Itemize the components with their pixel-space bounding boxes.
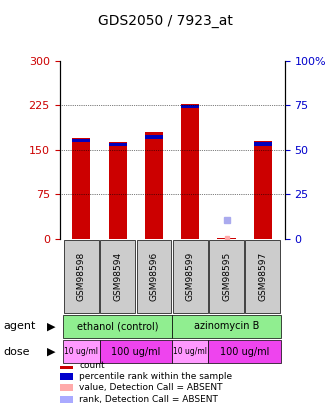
- Bar: [109, 143, 127, 146]
- FancyBboxPatch shape: [100, 240, 135, 313]
- Text: 100 ug/ml: 100 ug/ml: [220, 347, 269, 356]
- Bar: [145, 132, 163, 239]
- Text: GSM98599: GSM98599: [186, 252, 195, 301]
- Text: agent: agent: [3, 322, 36, 331]
- FancyBboxPatch shape: [60, 396, 73, 403]
- Text: ▶: ▶: [47, 322, 56, 331]
- FancyBboxPatch shape: [209, 340, 281, 363]
- FancyBboxPatch shape: [63, 315, 172, 338]
- FancyBboxPatch shape: [173, 240, 208, 313]
- Text: GSM98594: GSM98594: [113, 252, 122, 301]
- Bar: [254, 142, 272, 146]
- Text: GSM98595: GSM98595: [222, 252, 231, 301]
- FancyBboxPatch shape: [209, 240, 244, 313]
- FancyBboxPatch shape: [64, 240, 99, 313]
- Bar: [145, 135, 163, 139]
- Text: azinomycin B: azinomycin B: [194, 322, 259, 331]
- Text: percentile rank within the sample: percentile rank within the sample: [79, 372, 233, 381]
- Text: dose: dose: [3, 347, 30, 356]
- Text: GDS2050 / 7923_at: GDS2050 / 7923_at: [98, 14, 233, 28]
- Bar: [72, 139, 90, 142]
- Text: rank, Detection Call = ABSENT: rank, Detection Call = ABSENT: [79, 395, 218, 404]
- Bar: [109, 142, 127, 239]
- Text: 100 ug/ml: 100 ug/ml: [111, 347, 161, 356]
- Text: GSM98598: GSM98598: [77, 252, 86, 301]
- FancyBboxPatch shape: [172, 340, 209, 363]
- Text: count: count: [79, 361, 105, 370]
- Text: value, Detection Call = ABSENT: value, Detection Call = ABSENT: [79, 384, 223, 392]
- Bar: [254, 141, 272, 239]
- FancyBboxPatch shape: [137, 240, 171, 313]
- Bar: [181, 105, 199, 108]
- FancyBboxPatch shape: [172, 315, 281, 338]
- FancyBboxPatch shape: [60, 384, 73, 391]
- FancyBboxPatch shape: [100, 340, 172, 363]
- Text: GSM98596: GSM98596: [150, 252, 159, 301]
- FancyBboxPatch shape: [60, 373, 73, 380]
- FancyBboxPatch shape: [246, 240, 280, 313]
- Text: GSM98597: GSM98597: [259, 252, 267, 301]
- FancyBboxPatch shape: [63, 340, 100, 363]
- Bar: [72, 138, 90, 239]
- Text: ▶: ▶: [47, 347, 56, 356]
- Text: ethanol (control): ethanol (control): [77, 322, 159, 331]
- Text: 10 ug/ml: 10 ug/ml: [173, 347, 207, 356]
- Text: 10 ug/ml: 10 ug/ml: [64, 347, 98, 356]
- FancyBboxPatch shape: [60, 362, 73, 369]
- Bar: [181, 104, 199, 239]
- Bar: [217, 238, 236, 239]
